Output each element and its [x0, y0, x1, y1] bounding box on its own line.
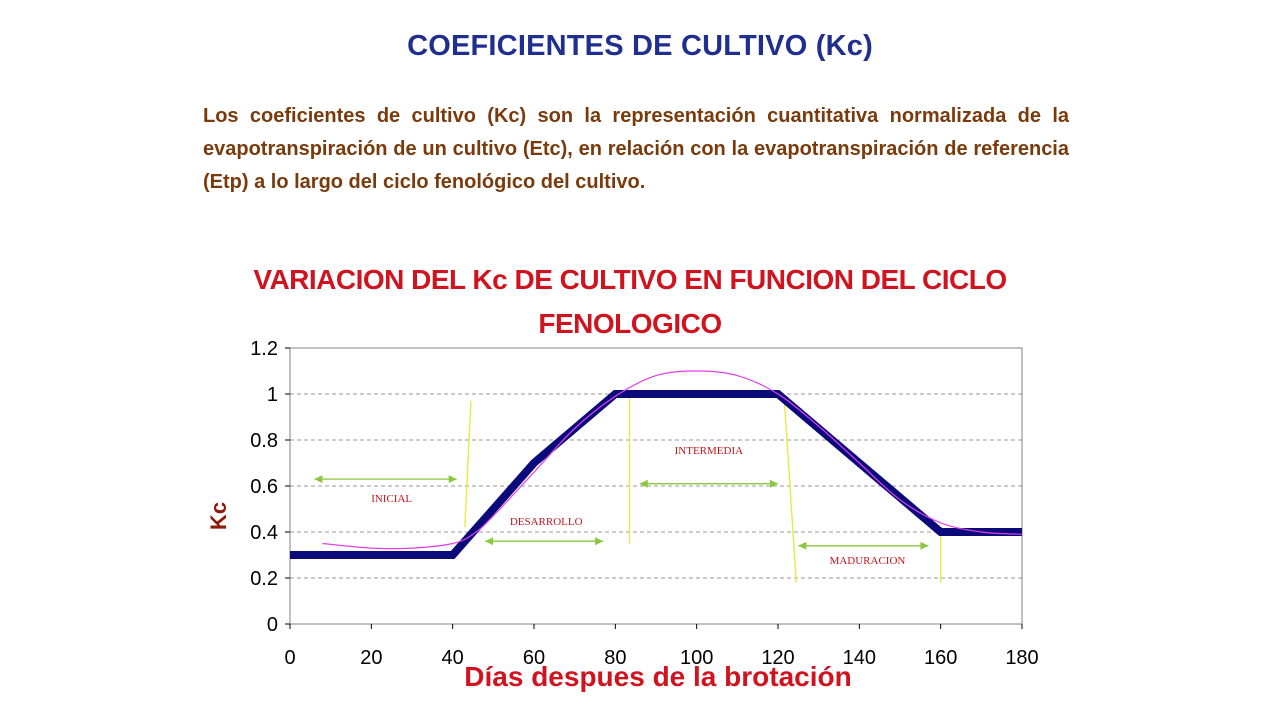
x-tick-label: 140	[843, 647, 876, 669]
x-tick-label: 20	[360, 647, 382, 669]
stage-label: MADURACION	[830, 555, 906, 567]
stage-arrow-head-left	[639, 479, 648, 488]
stage-arrow-head-left	[798, 541, 807, 550]
y-tick-label: 1.2	[250, 338, 278, 360]
stage-boundary-line	[464, 400, 472, 528]
axis-ticks: 0 0.2 0.4 0.6 0.8 1 1.2 0 20 40 60 80 100 120 140 160 18…	[250, 338, 1039, 669]
chart-title-line-1: VARIACION DEL Kc DE CULTIVO EN FUNCION D…	[253, 264, 1007, 295]
chart-title-line-2: FENOLOGICO	[538, 308, 722, 339]
series	[290, 370, 1023, 559]
y-tick-label: 0.2	[250, 568, 278, 590]
grid-lines	[290, 393, 1022, 579]
x-tick-label: 40	[442, 647, 464, 669]
x-tick-label: 80	[604, 647, 626, 669]
stage-label: INTERMEDIA	[675, 445, 743, 457]
stage-boundary-line	[783, 396, 797, 583]
x-tick-label: 0	[284, 647, 295, 669]
stage-arrow-head-right	[448, 475, 457, 484]
stage-label: DESARROLLO	[510, 516, 583, 528]
y-axis-label: Kc	[206, 502, 231, 530]
chart-title: VARIACION DEL Kc DE CULTIVO EN FUNCION D…	[250, 258, 1010, 346]
stage-arrow-head-right	[595, 537, 604, 546]
slide-title: COEFICIENTES DE CULTIVO (Kc)	[407, 30, 873, 62]
stage-arrow-head-left	[314, 475, 323, 484]
x-tick-label: 180	[1005, 647, 1038, 669]
y-tick-label: 0	[267, 614, 278, 636]
kc-stage-line	[290, 390, 1022, 559]
stage-boundaries	[464, 396, 942, 583]
intro-paragraph: Los coeficientes de cultivo (Kc) son la …	[203, 105, 1069, 193]
x-tick-label: 100	[680, 647, 713, 669]
x-tick-label: 60	[523, 647, 545, 669]
x-axis-label: Días despues de la brotación	[464, 661, 851, 692]
kc-smooth-curve	[322, 370, 1023, 550]
stage-annotations: INICIAL DESARROLLO INTERMEDIA MADURACION	[314, 445, 929, 567]
x-tick-label: 160	[924, 647, 957, 669]
stage-label: INICIAL	[371, 493, 412, 505]
y-tick-label: 0.6	[250, 476, 278, 498]
y-tick-label: 0.4	[250, 522, 278, 544]
y-tick-label: 0.8	[250, 430, 278, 452]
y-tick-label: 1	[267, 384, 278, 406]
x-tick-label: 120	[761, 647, 794, 669]
stage-arrow-head-left	[485, 537, 494, 546]
stage-arrow-head-right	[920, 541, 929, 550]
stage-arrow-head-right	[770, 479, 778, 488]
